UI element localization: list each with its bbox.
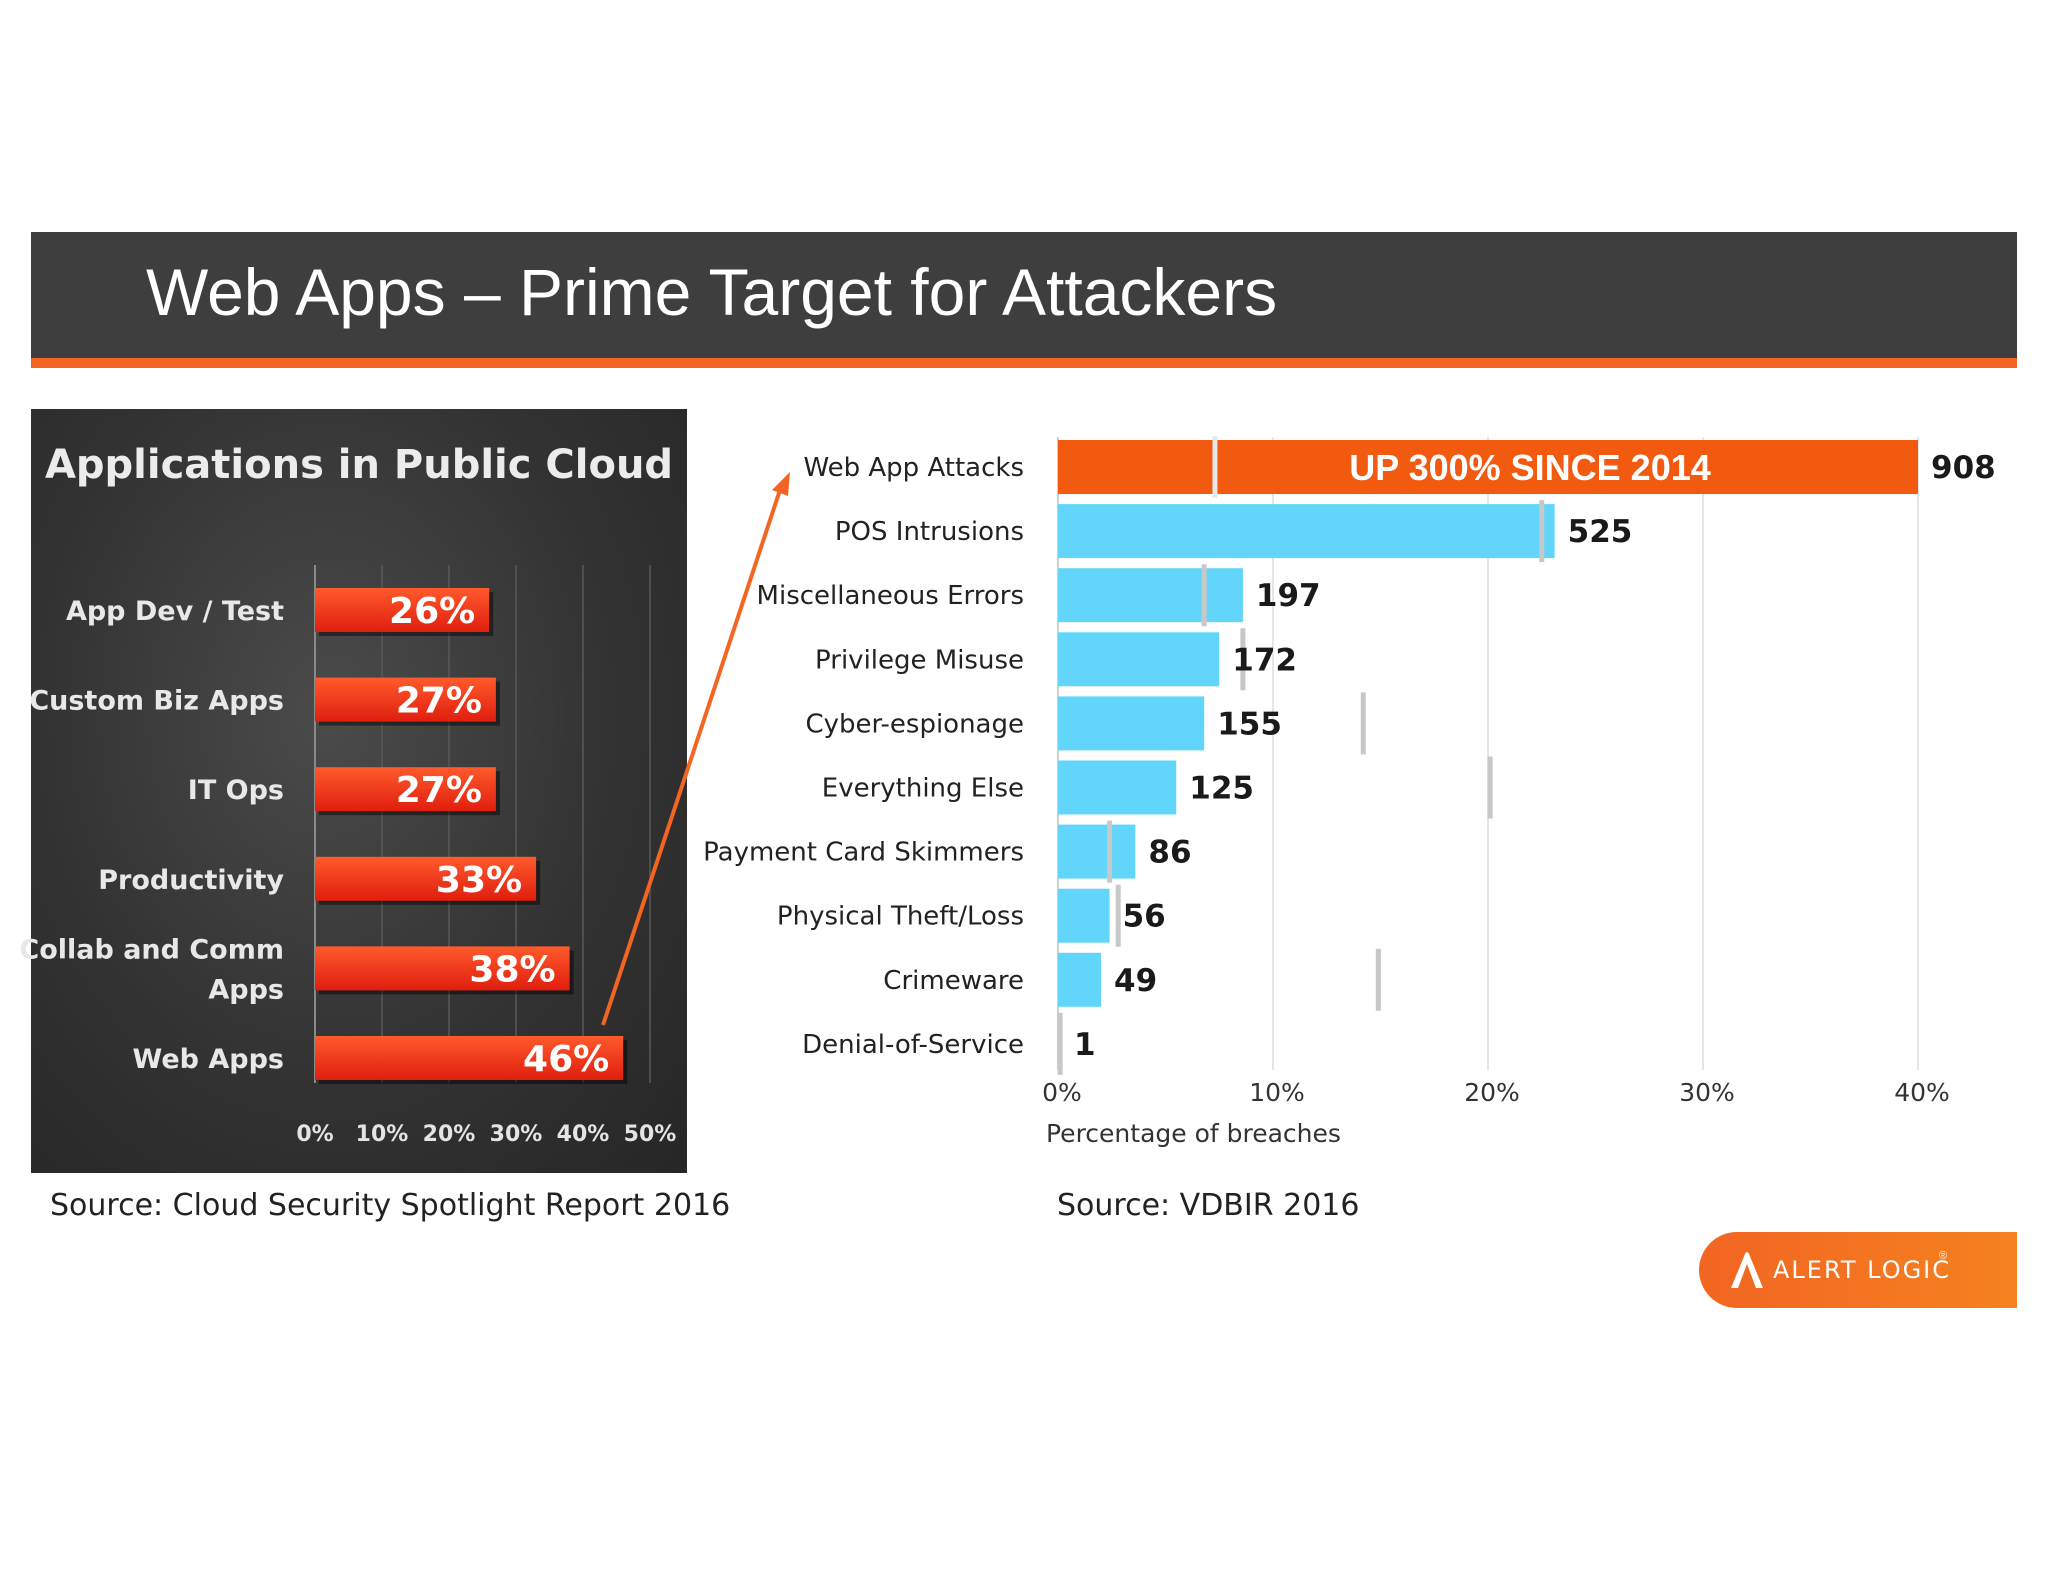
- bar-count-label: 908: [1931, 450, 1996, 486]
- category-label: Custom Biz Apps: [29, 686, 284, 717]
- bar: [315, 767, 496, 812]
- bar: [1058, 696, 1205, 751]
- category-label: Miscellaneous Errors: [757, 581, 1024, 611]
- source-note-left: Source: Cloud Security Spotlight Report …: [50, 1188, 731, 1223]
- category-label: App Dev / Test: [66, 596, 284, 627]
- bar: [315, 856, 537, 901]
- cloud-apps-chart-title: Applications in Public Cloud: [44, 442, 674, 488]
- category-label: Web Apps: [133, 1044, 284, 1075]
- x-tick-label: 0%: [296, 1122, 333, 1147]
- category-label: Crimeware: [883, 966, 1024, 996]
- category-label: Productivity: [98, 865, 284, 896]
- bar: [315, 1036, 624, 1080]
- category-label: IT Ops: [188, 775, 284, 806]
- category-label: Collab and Comm: [19, 934, 284, 965]
- category-label: Everything Else: [822, 774, 1024, 804]
- bar: [1058, 568, 1243, 623]
- x-tick-label: 10%: [1249, 1078, 1305, 1107]
- bar-count-label: 49: [1114, 963, 1157, 999]
- category-label: POS Intrusions: [835, 517, 1024, 547]
- category-label: Cyber-espionage: [805, 709, 1024, 739]
- bar-value-label: 26%: [389, 591, 475, 632]
- bar-count-label: 1: [1074, 1027, 1096, 1063]
- alert-logic-mark-icon: [1731, 1252, 1763, 1288]
- bar-count-label: 172: [1232, 642, 1297, 678]
- x-tick-label: 20%: [423, 1122, 476, 1147]
- logo-text: ALERT LOGIC: [1773, 1256, 1952, 1284]
- cloud-apps-chart: Applications in Public Cloud 0% 10% 20% 30%…: [19, 409, 687, 1173]
- logo-registered-mark: ®: [1939, 1250, 1948, 1262]
- x-tick-label: 20%: [1464, 1078, 1520, 1107]
- category-label: Physical Theft/Loss: [777, 902, 1024, 932]
- bar-count-label: 125: [1189, 771, 1254, 807]
- bar: [1058, 504, 1555, 559]
- x-tick-label: 0%: [1042, 1078, 1082, 1107]
- bar-value-label: 33%: [436, 860, 522, 901]
- bar: [1058, 824, 1136, 879]
- bar-count-label: 197: [1256, 578, 1321, 614]
- bar: [1058, 632, 1220, 687]
- bar-value-label: 27%: [396, 681, 482, 722]
- bar: [315, 588, 490, 632]
- bar-count-label: 56: [1123, 899, 1166, 935]
- highlight-banner-text: UP 300% SINCE 2014: [1349, 447, 1711, 488]
- x-tick-label: 30%: [490, 1122, 543, 1147]
- category-label: Payment Card Skimmers: [703, 838, 1024, 868]
- page-title: Web Apps – Prime Target for Attackers: [146, 255, 1278, 329]
- title-bar: Web Apps – Prime Target for Attackers: [31, 232, 2017, 368]
- connector-arrow-line: [601, 489, 782, 1026]
- alert-logic-logo: ALERT LOGIC ®: [1699, 1232, 2017, 1308]
- category-label: Denial-of-Service: [802, 1030, 1024, 1060]
- x-tick-label: 40%: [557, 1122, 610, 1147]
- highlighted-bar: [1058, 440, 1918, 494]
- x-tick-label: 40%: [1894, 1078, 1950, 1107]
- cloud-apps-chart-plot: 0% 10% 20% 30% 40% 50% 26% App Dev / Test 27% Cus…: [19, 565, 677, 1147]
- bar-value-label: 27%: [396, 770, 482, 811]
- bar-value-label: 38%: [469, 949, 555, 990]
- bar: [315, 946, 570, 991]
- x-tick-label: 30%: [1679, 1078, 1735, 1107]
- bar: [1058, 760, 1177, 815]
- source-note-right: Source: VDBIR 2016: [1057, 1188, 1360, 1223]
- bar-value-label: 46%: [523, 1039, 609, 1080]
- bar: [315, 677, 496, 722]
- x-tick-label: 10%: [356, 1122, 409, 1147]
- bar: [1058, 952, 1101, 1007]
- connector-arrow-head: [772, 472, 790, 496]
- x-tick-label: 50%: [624, 1122, 677, 1147]
- category-label: Apps: [208, 974, 284, 1005]
- x-axis-title: Percentage of breaches: [1046, 1119, 1341, 1148]
- bar-count-label: 155: [1217, 706, 1282, 742]
- bar-count-label: 525: [1568, 514, 1633, 550]
- bar-count-label: 86: [1148, 835, 1191, 871]
- bar: [1058, 888, 1110, 943]
- category-label: Web App Attacks: [803, 453, 1024, 483]
- category-label: Privilege Misuse: [815, 645, 1024, 675]
